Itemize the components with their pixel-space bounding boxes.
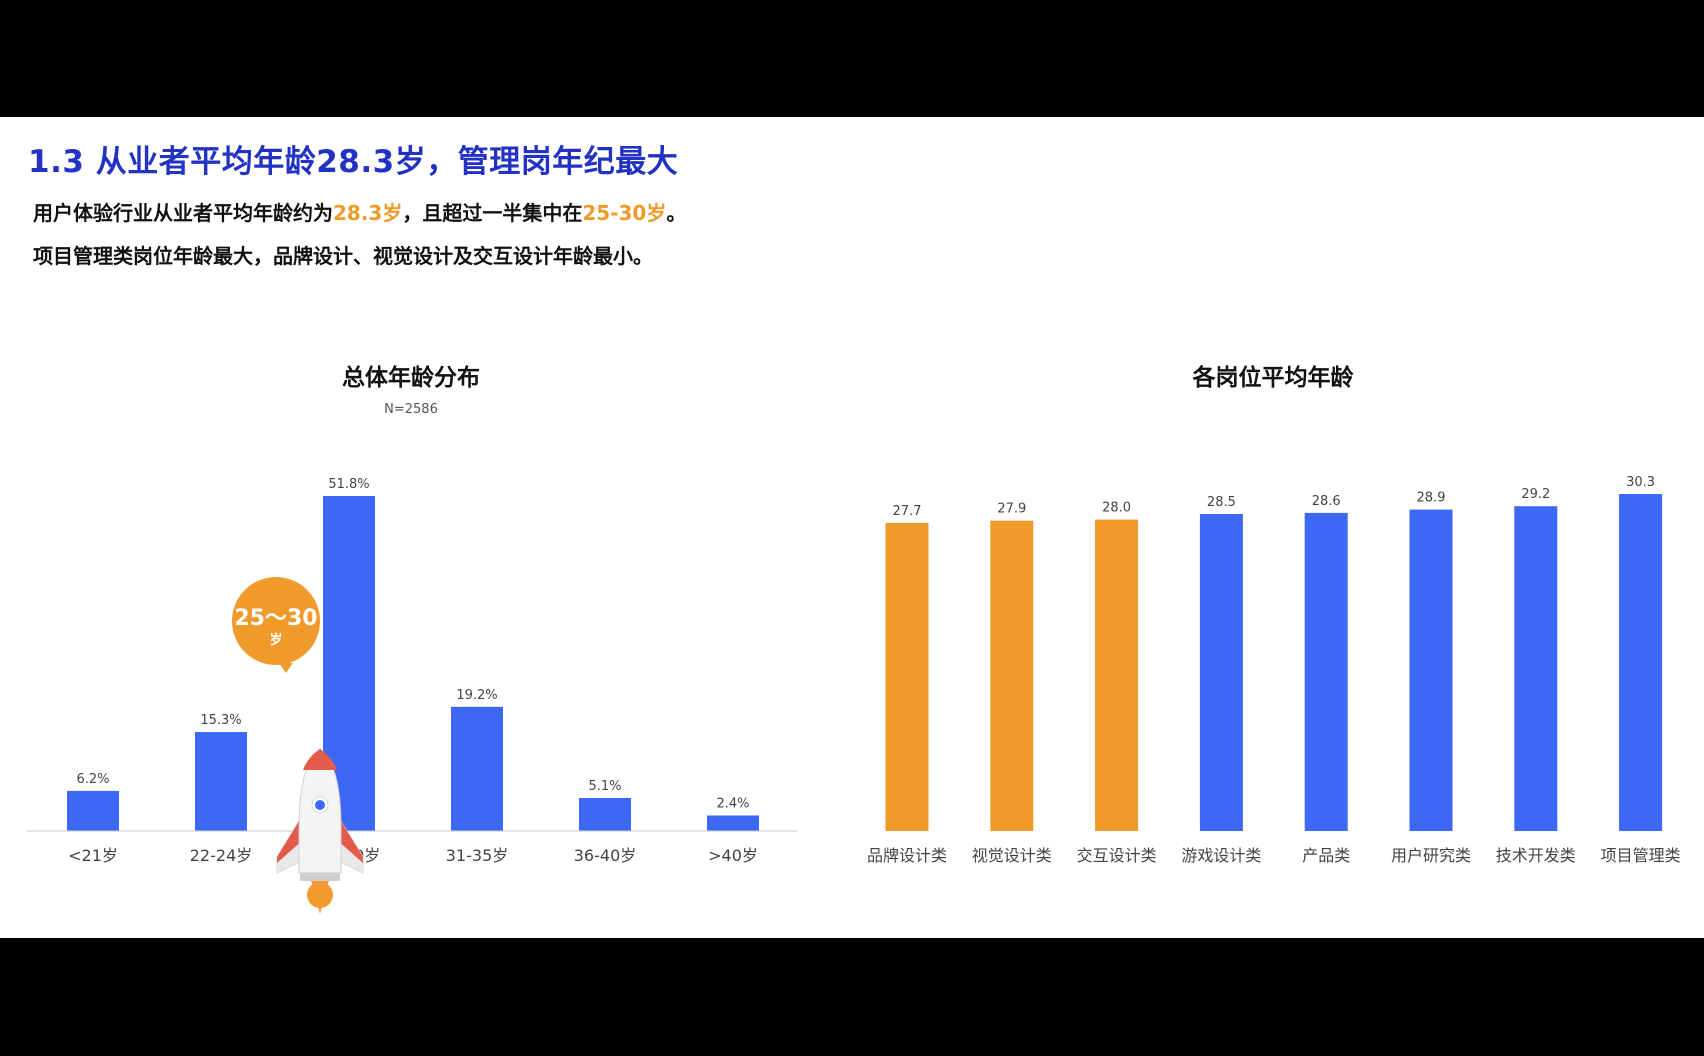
bar-5: [1304, 512, 1348, 831]
charts-canvas: 总体年龄分布 N=2586 6.2% 15.3% 51.8% 19.2% 5.1% 2.4…: [27, 364, 1681, 914]
category-label: 用户研究类: [1391, 846, 1471, 865]
category-label: 交互设计类: [1077, 846, 1157, 865]
bar-8: [1619, 494, 1663, 831]
category-label: 31-35岁: [446, 846, 509, 865]
rocket-flame-core: [307, 882, 333, 908]
value-label: 6.2%: [76, 772, 109, 787]
value-label: 28.0: [1102, 501, 1131, 516]
value-labels: 6.2% 15.3% 51.8% 19.2% 5.1% 2.4%: [76, 477, 749, 811]
category-label: 36-40岁: [574, 846, 637, 865]
value-label: 19.2%: [456, 688, 497, 703]
age-range-highlight: 25-30岁: [582, 201, 667, 225]
summary-text: 。: [666, 201, 687, 225]
rocket-base: [300, 873, 340, 881]
role-average-age-chart: 各岗位平均年龄 27.7 27.9 28.0 28.5 28.6 28.9 29.2 30.3…: [867, 364, 1681, 865]
bar-7: [1514, 506, 1558, 831]
category-label: 视觉设计类: [972, 846, 1052, 865]
category-label: 22-24岁: [190, 846, 253, 865]
age-range-callout: 25～30 岁: [232, 577, 320, 673]
bar-3: [1095, 519, 1139, 831]
category-label: 品牌设计类: [867, 846, 947, 865]
rocket-right-fin-stripe: [336, 813, 363, 863]
bar-1: [885, 522, 929, 831]
slide: 1.3 从业者平均年龄28.3岁，管理岗年纪最大 用户体验行业从业者平均年龄约为…: [0, 117, 1704, 938]
value-label: 27.7: [893, 504, 922, 519]
rocket-left-fin-stripe: [277, 813, 304, 863]
value-labels: 27.7 27.9 28.0 28.5 28.6 28.9 29.2 30.3: [893, 475, 1656, 519]
category-label: >40岁: [708, 846, 758, 865]
bar-4: [451, 706, 503, 831]
callout-pointer: [279, 663, 293, 673]
bar-2: [195, 732, 247, 831]
bar-5: [579, 798, 631, 831]
rocket-nose: [303, 749, 337, 770]
callout-range: 25～30: [234, 606, 317, 631]
value-label: 5.1%: [588, 779, 621, 794]
value-label: 28.6: [1312, 494, 1341, 509]
bar-2: [990, 520, 1034, 831]
summary-text: 用户体验行业从业者平均年龄约为: [33, 201, 333, 225]
value-label: 28.9: [1417, 491, 1446, 506]
category-label: <21岁: [68, 846, 118, 865]
age-distribution-chart: 总体年龄分布 N=2586 6.2% 15.3% 51.8% 19.2% 5.1% 2.4…: [27, 364, 797, 865]
summary-line-2: 项目管理类岗位年龄最大，品牌设计、视觉设计及交互设计年龄最小。: [33, 244, 653, 268]
bars: [67, 496, 759, 831]
value-label: 28.5: [1207, 495, 1236, 510]
rocket-window: [315, 800, 325, 810]
chart-subtitle: N=2586: [384, 402, 438, 417]
category-label: 产品类: [1302, 846, 1350, 865]
bar-6: [707, 815, 759, 831]
value-label: 15.3%: [200, 713, 241, 728]
category-label: 项目管理类: [1601, 846, 1681, 865]
value-label: 27.9: [997, 502, 1026, 517]
category-label: 游戏设计类: [1181, 846, 1261, 865]
chart-title: 各岗位平均年龄: [1192, 364, 1355, 391]
category-label: 技术开发类: [1496, 846, 1576, 865]
value-label: 29.2: [1521, 487, 1550, 502]
bar-1: [67, 790, 119, 831]
slide-title: 1.3 从业者平均年龄28.3岁，管理岗年纪最大: [28, 144, 679, 180]
callout-unit: 岁: [269, 632, 282, 648]
bar-4: [1199, 514, 1243, 831]
value-label: 2.4%: [716, 796, 749, 811]
chart-title: 总体年龄分布: [342, 364, 480, 391]
value-label: 51.8%: [328, 477, 369, 492]
bars: [885, 494, 1663, 831]
bar-6: [1409, 509, 1453, 831]
category-labels: 品牌设计类 视觉设计类 交互设计类 游戏设计类 产品类 用户研究类 技术开发类 项目管理类: [867, 846, 1681, 865]
value-label: 30.3: [1626, 475, 1655, 490]
summary-text: ，且超过一半集中在: [402, 201, 583, 225]
rocket-icon: [276, 748, 364, 914]
summary-line-1: 用户体验行业从业者平均年龄约为28.3岁，且超过一半集中在25-30岁。: [33, 197, 686, 226]
callout-bubble: [232, 577, 320, 665]
average-age-highlight: 28.3岁: [333, 201, 403, 225]
